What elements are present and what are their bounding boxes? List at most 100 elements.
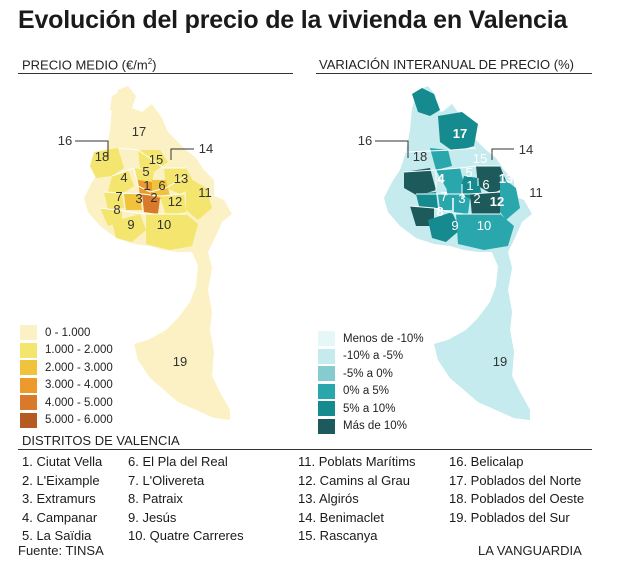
left-map-heading: PRECIO MEDIO (€/m2): [22, 57, 157, 73]
right-label-8: 8: [436, 204, 443, 219]
left-legend-item: 1.000 - 2.000: [20, 342, 113, 360]
left-district-17: [118, 118, 158, 152]
left-legend-label: 0 - 1.000: [45, 326, 91, 339]
districts-rule: [18, 449, 592, 450]
district-item: 11. Poblats Marítims: [298, 454, 416, 469]
left-legend-item: 0 - 1.000: [20, 324, 113, 342]
right-district-5: [436, 168, 464, 188]
right-label-14: 14: [519, 142, 533, 157]
left-label-1: 1: [143, 178, 150, 193]
district-item: 19. Poblados del Sur: [449, 509, 570, 525]
right-legend-swatch: [318, 331, 335, 347]
right-legend-item: -5% a 0%: [318, 365, 424, 383]
right-district-12: [470, 192, 500, 216]
left-map-labels: 17 16 18 15 14 5 4 13 1 6 11 7 3 2 12 8 …: [58, 124, 213, 369]
right-label-6: 6: [482, 177, 489, 192]
district-item: 8. Patraix: [128, 491, 183, 506]
left-legend-swatch: [20, 412, 37, 428]
left-legend: 0 - 1.000 1.000 - 2.000 2.000 - 3.000 3.000…: [20, 324, 113, 429]
left-label-15: 15: [149, 152, 163, 167]
right-legend-item: -10% a -5%: [318, 348, 424, 366]
right-legend-label: 5% a 10%: [343, 402, 396, 415]
left-label-2: 2: [150, 190, 157, 205]
right-district-borders: [403, 147, 501, 215]
right-legend-label: -5% a 0%: [343, 367, 393, 380]
right-label-3: 3: [458, 191, 465, 206]
left-label-17: 17: [132, 124, 146, 139]
left-district-7: [104, 192, 124, 210]
source-note: Fuente: TINSA: [18, 543, 104, 558]
right-district-7: [416, 192, 438, 210]
right-map: [384, 86, 532, 420]
district-column-3: 11. Poblats Marítims 12. Camins al Grau …: [298, 453, 416, 546]
right-label-2: 2: [473, 191, 480, 206]
left-label-13: 13: [174, 171, 188, 186]
left-label-14: 14: [199, 141, 213, 156]
left-district-3: [124, 194, 142, 210]
left-district-1: [138, 180, 152, 196]
right-label-9: 9: [451, 218, 458, 233]
left-label-16: 16: [58, 133, 72, 148]
left-legend-label: 1.000 - 2.000: [45, 344, 113, 357]
left-label-19: 19: [173, 354, 187, 369]
left-legend-item: 4.000 - 5.000: [20, 394, 113, 412]
right-label-13: 13: [499, 171, 513, 186]
left-label-12: 12: [168, 194, 182, 209]
left-map: [84, 86, 232, 420]
left-legend-swatch: [20, 360, 37, 376]
district-item: 14. Benimaclet: [298, 509, 384, 525]
left-label-6: 6: [158, 178, 165, 193]
leader-lines: [75, 140, 514, 160]
left-map-north-strip: [110, 92, 124, 112]
district-item: 3. Extramurs: [22, 491, 96, 506]
right-legend-swatch: [318, 383, 335, 399]
left-district-18: [90, 148, 124, 178]
right-district-8: [410, 206, 434, 226]
district-item: 12. Camins al Grau: [298, 472, 410, 488]
right-legend-swatch: [318, 348, 335, 364]
right-district-16: [430, 148, 452, 170]
left-district-2: [142, 194, 160, 214]
right-label-18: 18: [413, 149, 427, 164]
district-item: 4. Campanar: [22, 509, 98, 525]
left-legend-swatch: [20, 395, 37, 411]
right-label-15: 15: [473, 151, 487, 166]
left-label-4: 4: [120, 170, 127, 185]
right-legend-item: Menos de -10%: [318, 330, 424, 348]
right-legend-item: 0% a 5%: [318, 383, 424, 401]
district-item: 7. L'Olivereta: [128, 472, 205, 488]
credit-note: LA VANGUARDIA: [478, 543, 582, 558]
right-label-16: 16: [358, 133, 372, 148]
right-label-11: 11: [529, 185, 543, 200]
right-legend: Menos de -10% -10% a -5% -5% a 0% 0% a 5% 5%…: [318, 330, 424, 435]
right-label-5: 5: [465, 165, 472, 180]
district-column-1: 1. Ciutat Vella 2. L'Eixample 3. Extramu…: [22, 453, 102, 546]
left-legend-label: 3.000 - 4.000: [45, 379, 113, 392]
district-column-4: 16. Belicalap 17. Poblados del Norte 18.…: [449, 453, 584, 527]
left-district-16: [118, 148, 138, 168]
left-legend-item: 3.000 - 4.000: [20, 377, 113, 395]
left-label-18: 18: [95, 149, 109, 164]
left-legend-swatch: [20, 325, 37, 341]
left-label-10: 10: [157, 217, 171, 232]
left-legend-item: 2.000 - 3.000: [20, 359, 113, 377]
right-legend-label: -10% a -5%: [343, 350, 404, 363]
left-legend-item: 5.000 - 6.000: [20, 412, 113, 430]
maps-canvas: 17 16 18 15 14 5 4 13 1 6 11 7 3 2 12 8 …: [58, 86, 543, 420]
left-legend-label: 5.000 - 6.000: [45, 414, 113, 427]
right-label-19: 19: [493, 354, 507, 369]
left-heading-rule: [18, 73, 293, 74]
district-item: 18. Poblados del Oeste: [449, 491, 585, 506]
left-district-10: [146, 214, 198, 250]
right-label-7: 7: [440, 189, 447, 204]
left-legend-label: 2.000 - 3.000: [45, 361, 113, 374]
left-legend-swatch: [20, 377, 37, 393]
district-item: 15. Rascanya: [298, 528, 378, 543]
left-legend-label: 4.000 - 5.000: [45, 396, 113, 409]
right-district-4: [404, 168, 436, 196]
left-legend-swatch: [20, 342, 37, 358]
right-district-11: [500, 176, 520, 220]
district-column-2: 6. El Pla del Real 7. L'Olivereta 8. Pat…: [128, 453, 244, 546]
right-legend-label: Más de 10%: [343, 420, 407, 433]
districts-heading: DISTRITOS DE VALENCIA: [22, 433, 180, 448]
